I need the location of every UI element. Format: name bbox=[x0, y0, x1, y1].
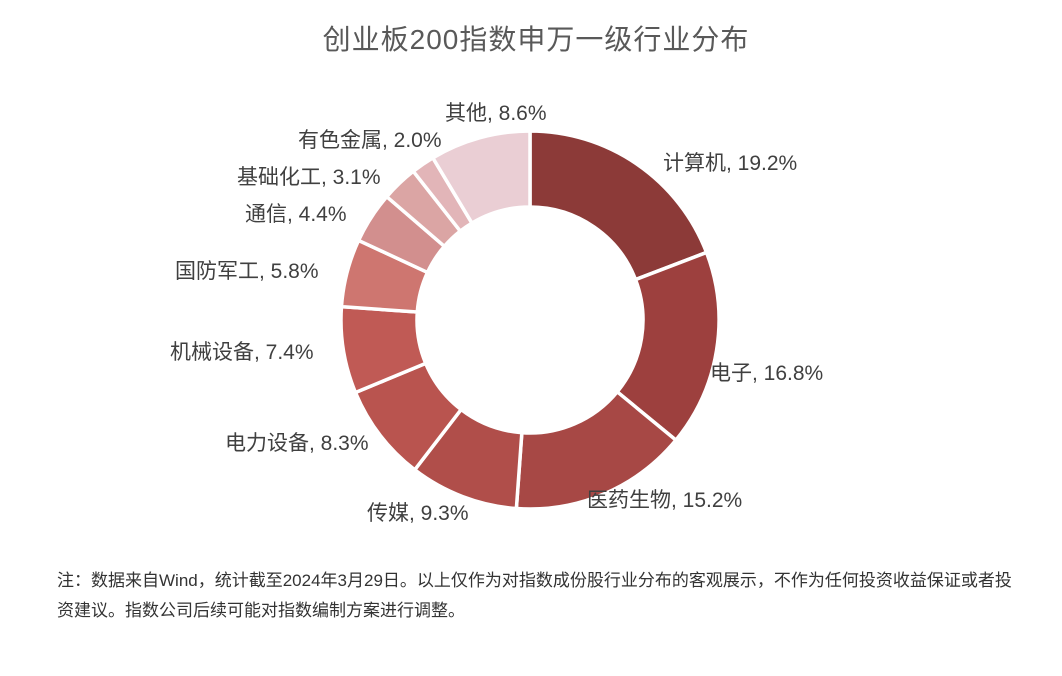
segment-label-pharma: 医药生物, 15.2% bbox=[587, 489, 743, 512]
segment-label-machinery: 机械设备, 7.4% bbox=[170, 341, 314, 364]
segment-label-media: 传媒, 9.3% bbox=[367, 502, 469, 525]
segment-label-power-equip: 电力设备, 8.3% bbox=[225, 432, 369, 455]
donut-segment bbox=[431, 129, 532, 225]
segment-label-chemicals: 基础化工, 3.1% bbox=[237, 166, 381, 189]
segment-label-nonferrous: 有色金属, 2.0% bbox=[298, 129, 442, 152]
segment-label-computer: 计算机, 19.2% bbox=[663, 152, 798, 175]
segment-label-telecom: 通信, 4.4% bbox=[245, 203, 347, 226]
segment-label-defense: 国防军工, 5.8% bbox=[175, 260, 319, 283]
chart-title: 创业板200指数申万一级行业分布 bbox=[322, 24, 750, 55]
footnote: 注：数据来自Wind，统计截至2024年3月29日。以上仅作为对指数成份股行业分… bbox=[57, 571, 1012, 620]
segment-label-others: 其他, 8.6% bbox=[445, 102, 547, 125]
segment-label-electronics: 电子, 16.8% bbox=[710, 362, 824, 385]
